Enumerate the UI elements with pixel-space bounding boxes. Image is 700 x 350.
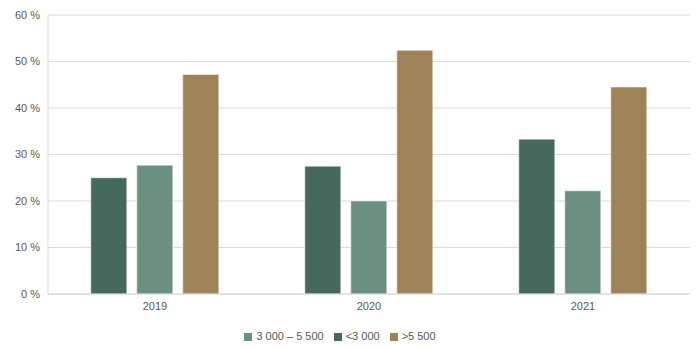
svg-text:10 %: 10 %	[15, 241, 40, 253]
svg-text:20 %: 20 %	[15, 195, 40, 207]
svg-text:2021: 2021	[571, 300, 595, 312]
svg-text:40 %: 40 %	[15, 102, 40, 114]
svg-text:30 %: 30 %	[15, 148, 40, 160]
svg-text:60 %: 60 %	[15, 9, 40, 21]
svg-text:2020: 2020	[357, 300, 381, 312]
svg-text:50 %: 50 %	[15, 55, 40, 67]
html-text:>5 500: >5 500	[401, 330, 436, 342]
html-text:<3 000: <3 000	[345, 330, 380, 342]
svg-text:2019: 2019	[143, 300, 167, 312]
html-text:3 000 – 5 500: 3 000 – 5 500	[256, 330, 324, 342]
svg-text:0 %: 0 %	[21, 288, 40, 300]
